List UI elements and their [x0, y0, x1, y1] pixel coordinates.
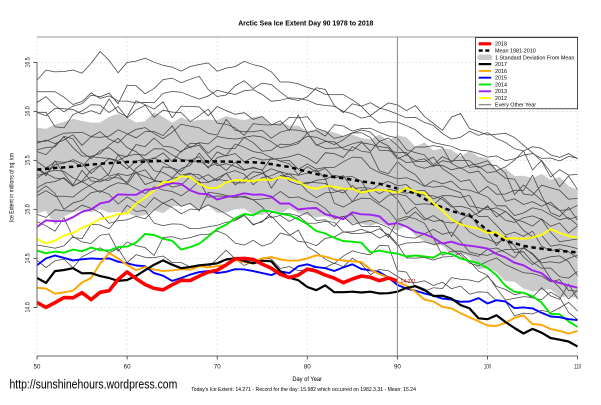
svg-text:2017: 2017 [495, 62, 507, 68]
svg-text:60: 60 [124, 363, 131, 370]
svg-text:2013: 2013 [495, 89, 507, 95]
svg-text:70: 70 [214, 363, 221, 370]
svg-text:1 Standard Deviation From Mean: 1 Standard Deviation From Mean [495, 55, 574, 61]
svg-text:Day of Year: Day of Year [292, 376, 322, 383]
svg-text:Ice Extent in millions of sq.: Ice Extent in millions of sq. km [9, 153, 16, 222]
svg-text:2015: 2015 [495, 76, 507, 82]
svg-text:http://sunshinehours.wordpress: http://sunshinehours.wordpress.com [10, 377, 178, 392]
svg-text:14.5: 14.5 [25, 253, 32, 264]
svg-text:90: 90 [394, 363, 401, 370]
svg-text:100: 100 [484, 363, 491, 370]
svg-text:Today's Ice Extent: 14.271 -: Today's Ice Extent: 14.271 - Record for … [191, 387, 416, 393]
svg-text:80: 80 [304, 363, 311, 370]
svg-text:50: 50 [34, 363, 41, 370]
svg-text:2014: 2014 [495, 82, 507, 88]
svg-text:Every Other Year: Every Other Year [495, 103, 536, 109]
svg-text:16.0: 16.0 [25, 106, 32, 117]
svg-text:15.5: 15.5 [25, 155, 32, 166]
svg-text:15.0: 15.0 [25, 204, 32, 215]
svg-text:14.0: 14.0 [25, 302, 32, 313]
svg-text:Arctic Sea Ice Extent Day 90 1: Arctic Sea Ice Extent Day 90 1978 to 201… [238, 19, 373, 28]
svg-text:14.271: 14.271 [401, 279, 417, 285]
svg-text:110: 110 [574, 363, 581, 370]
svg-text:2012: 2012 [495, 96, 507, 102]
svg-text:2016: 2016 [495, 69, 507, 75]
svg-text:16.5: 16.5 [25, 57, 32, 68]
svg-text:Mean 1981-2010: Mean 1981-2010 [495, 49, 536, 55]
svg-text:2018: 2018 [495, 42, 507, 48]
